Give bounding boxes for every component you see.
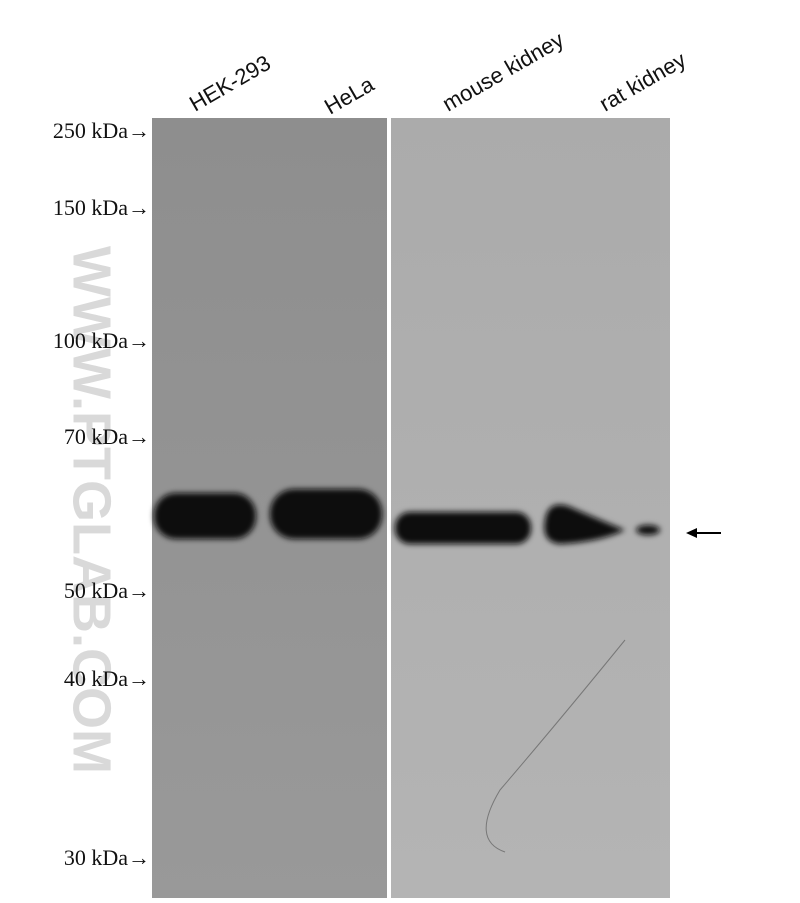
band (270, 489, 382, 539)
band (544, 504, 625, 544)
marker-label: 100 kDa→ (53, 328, 150, 353)
band (154, 493, 256, 539)
watermark: WWW.PTGLAB.COM (62, 246, 122, 774)
marker-label: 30 kDa→ (64, 845, 150, 870)
membrane-right (391, 118, 670, 898)
scratch (485, 639, 626, 853)
marker-label: 70 kDa→ (64, 424, 150, 449)
band (636, 525, 660, 535)
marker-label: 150 kDa→ (53, 195, 150, 220)
marker-label: 40 kDa→ (64, 666, 150, 691)
bands (154, 489, 660, 544)
band (395, 512, 531, 544)
marker-label: 50 kDa→ (64, 578, 150, 603)
lane-label: HEK-293 (185, 50, 275, 116)
band-arrow (686, 528, 721, 538)
lane-label: mouse kidney (438, 27, 568, 117)
marker-label: 250 kDa→ (53, 118, 150, 143)
lane-label: HeLa (320, 71, 379, 119)
lane-label: rat kidney (595, 47, 690, 116)
